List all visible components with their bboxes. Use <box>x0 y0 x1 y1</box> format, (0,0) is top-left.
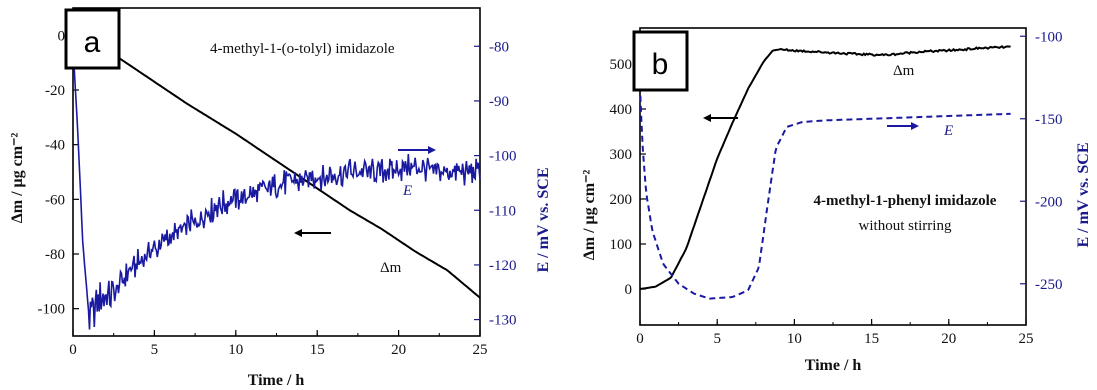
arrow-e-a <box>398 146 436 154</box>
y-left-tick-label: 300 <box>610 147 633 163</box>
x-tick-label: 15 <box>310 342 325 358</box>
x-tick-label: 20 <box>391 342 406 358</box>
series-dm-line-a <box>72 34 481 299</box>
arrow-e-b <box>887 122 919 130</box>
y-left-tick-label: 500 <box>610 57 633 73</box>
ylabel-right-b: E / mV vs. SCE <box>1075 142 1092 247</box>
annotation-b-line1: 4-methyl-1-phenyl imidazole <box>814 193 997 209</box>
y-left-tick-label: 0 <box>625 282 633 298</box>
y-right-tick-label: -130 <box>489 313 517 329</box>
y-left-tick-label: 0 <box>58 28 66 44</box>
y-left-tick-label: -100 <box>38 302 66 318</box>
ticks-b: 0 5 10 15 20 25 0 100 200 300 400 500 -100 -150 -200 -2… <box>610 29 1063 347</box>
x-tick-label: 10 <box>228 342 243 358</box>
ylabel-left-b: Δm / μg cm⁻² <box>581 170 598 261</box>
y-left-tick-label: -20 <box>45 83 65 99</box>
x-tick-label: 10 <box>787 331 802 347</box>
y-right-tick-label: -80 <box>489 39 509 55</box>
x-tick-label: 5 <box>713 331 721 347</box>
arrow-dm-a <box>294 229 331 237</box>
panel-label-box-b <box>632 30 689 92</box>
x-tick-label: 15 <box>864 331 879 347</box>
y-left-tick-label: -60 <box>45 192 65 208</box>
ylabel-left-a: Δm / μg cm⁻² <box>9 133 26 224</box>
panel-label-box-a <box>64 8 121 70</box>
arrow-dm-b <box>703 114 738 122</box>
label-dm-a: Δm <box>380 260 402 276</box>
series-e-line-a <box>72 46 481 330</box>
series-e-line-b <box>639 85 1011 300</box>
y-left-tick-label: 100 <box>610 237 633 253</box>
annotation-b-line2: without stirring <box>859 218 952 234</box>
panel-label-a: a <box>84 26 101 59</box>
panel-label-b: b <box>652 48 669 81</box>
label-e-a: E <box>402 183 412 199</box>
x-tick-label: 25 <box>473 342 488 358</box>
x-tick-label: 0 <box>636 331 644 347</box>
series-dm-line-b <box>639 45 1011 290</box>
annotation-a: 4-methyl-1-(o-tolyl) imidazole <box>210 41 395 57</box>
y-left-tick-label: 200 <box>610 192 633 208</box>
label-dm-b: Δm <box>893 63 915 79</box>
plot-frame-a <box>72 7 481 337</box>
y-left-tick-label: -80 <box>45 247 65 263</box>
panel-a: 0 5 10 15 20 25 0 -20 -40 -60 -80 -100 -80 -90 -100 -11… <box>9 7 552 389</box>
y-right-tick-label: -150 <box>1035 112 1063 128</box>
y-right-tick-label: -90 <box>489 94 509 110</box>
y-right-tick-label: -120 <box>489 258 517 274</box>
y-left-tick-label: -40 <box>45 138 65 154</box>
y-right-tick-label: -100 <box>1035 29 1063 45</box>
x-tick-label: 0 <box>69 342 77 358</box>
ylabel-right-a: E / mV vs. SCE <box>535 167 552 272</box>
y-right-tick-label: -200 <box>1035 194 1063 210</box>
panel-b: 0 5 10 15 20 25 0 100 200 300 400 500 -100 -150 -200 -2… <box>581 27 1092 374</box>
x-tick-label: 5 <box>151 342 159 358</box>
plot-frame-b <box>639 27 1027 326</box>
y-right-tick-label: -250 <box>1035 277 1063 293</box>
xlabel-a: Time / h <box>248 372 305 389</box>
x-tick-label: 25 <box>1019 331 1034 347</box>
y-right-tick-label: -110 <box>489 203 516 219</box>
ticks-a: 0 5 10 15 20 25 0 -20 -40 -60 -80 -100 -80 -90 -100 -11… <box>38 28 517 358</box>
x-tick-label: 20 <box>941 331 956 347</box>
xlabel-b: Time / h <box>805 357 862 374</box>
y-right-tick-label: -100 <box>489 149 517 165</box>
label-e-b: E <box>943 123 953 139</box>
y-left-tick-label: 400 <box>610 102 633 118</box>
